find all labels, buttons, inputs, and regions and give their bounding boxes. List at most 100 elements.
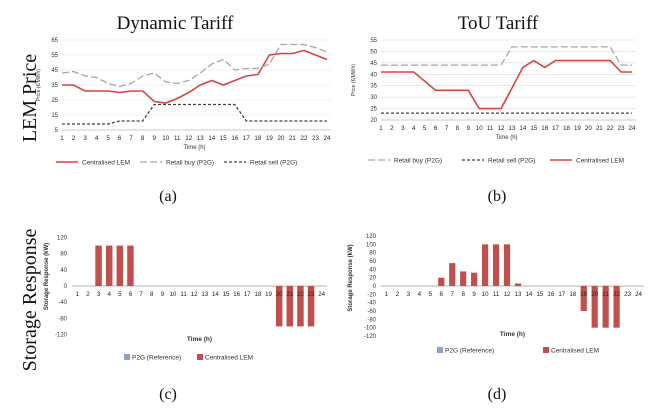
bar <box>127 245 134 286</box>
x-tick-label: 5 <box>106 135 110 142</box>
x-tick-label: 15 <box>530 125 537 132</box>
x-tick-label: 15 <box>223 291 230 298</box>
y-tick-label: 35 <box>370 84 377 90</box>
x-tick-label: 5 <box>429 291 433 298</box>
chart-d-caption: (d) <box>488 386 507 403</box>
x-tick-label: 11 <box>493 291 500 298</box>
legend-label-sell: Retail sell (P2G) <box>488 157 535 164</box>
x-tick-label: 17 <box>552 125 559 132</box>
legend-label-buy: Retail buy (P2G) <box>394 157 442 164</box>
bar <box>438 277 445 286</box>
x-tick-label: 14 <box>208 135 215 142</box>
y-tick-label: -120 <box>55 333 68 339</box>
x-tick-label: 12 <box>504 291 511 298</box>
x-axis-title: Time (h) <box>500 331 525 338</box>
x-tick-label: 22 <box>607 125 614 132</box>
x-tick-label: 1 <box>385 291 389 298</box>
y-tick-label: 55 <box>370 38 377 44</box>
x-tick-label: 24 <box>324 135 331 142</box>
x-tick-label: 16 <box>541 125 548 132</box>
x-tick-label: 17 <box>244 291 251 298</box>
x-tick-label: 13 <box>515 291 522 298</box>
x-tick-label: 7 <box>445 125 449 132</box>
series-line-buy <box>381 46 632 66</box>
x-tick-label: 23 <box>618 125 625 132</box>
x-tick-label: 19 <box>580 291 587 298</box>
legend-label-buy: Retail buy (P2G) <box>166 159 214 166</box>
x-tick-label: 22 <box>613 291 620 298</box>
x-tick-label: 21 <box>602 291 609 298</box>
bar <box>116 245 124 286</box>
bar <box>297 286 304 327</box>
y-tick-label: 15 <box>51 113 58 119</box>
x-tick-label: 13 <box>201 291 208 298</box>
x-tick-label: 10 <box>476 125 483 132</box>
x-tick-label: 3 <box>97 291 101 298</box>
x-axis-title: Time (h) <box>187 336 212 343</box>
x-tick-label: 3 <box>83 135 87 142</box>
row-label-storage-response: Storage Response <box>19 229 41 372</box>
chart-a-title: Dynamic Tariff <box>117 13 234 34</box>
x-tick-label: 22 <box>301 135 308 142</box>
legend-swatch-bar <box>543 347 549 353</box>
y-tick-label: 40 <box>60 268 67 274</box>
x-tick-label: 16 <box>233 291 240 298</box>
x-tick-label: 9 <box>467 125 471 132</box>
x-tick-label: 10 <box>482 291 489 298</box>
x-tick-label: 4 <box>418 291 422 298</box>
x-tick-label: 24 <box>635 291 642 298</box>
series-line-lem <box>381 59 632 110</box>
x-tick-label: 15 <box>220 135 227 142</box>
x-tick-label: 19 <box>265 291 272 298</box>
bar <box>503 244 511 286</box>
x-tick-label: 12 <box>185 135 192 142</box>
legend-label-bar: Centralised LEM <box>551 347 599 354</box>
x-axis-title: Time (h) <box>183 145 205 151</box>
bar <box>613 286 620 328</box>
x-tick-label: 11 <box>180 291 187 298</box>
x-tick-label: 2 <box>396 291 400 298</box>
x-tick-label: 6 <box>440 291 444 298</box>
y-tick-label: 45 <box>51 68 58 74</box>
x-tick-label: 23 <box>312 135 319 142</box>
x-tick-label: 4 <box>107 291 111 298</box>
y-tick-label: -80 <box>58 316 67 322</box>
x-tick-label: 11 <box>174 135 181 142</box>
bar <box>460 271 467 286</box>
x-tick-label: 14 <box>212 291 219 298</box>
y-axis-title: Storage Response (kW) <box>348 244 354 311</box>
legend-label-p2g: P2G (Reference) <box>132 354 181 361</box>
bar <box>471 272 478 286</box>
x-tick-label: 12 <box>191 291 198 298</box>
legend-swatch-bar <box>197 354 203 360</box>
x-tick-label: 6 <box>118 135 122 142</box>
chart-b-caption: (b) <box>488 188 507 205</box>
y-tick-label: 35 <box>51 83 58 89</box>
x-tick-label: 10 <box>169 291 176 298</box>
y-tick-label: 40 <box>370 72 377 78</box>
y-tick-label: 120 <box>366 234 377 240</box>
legend-label-sell: Retail sell (P2G) <box>250 159 297 166</box>
y-tick-label: 120 <box>57 236 68 242</box>
series-line-lem <box>62 49 328 104</box>
x-tick-label: 21 <box>286 291 293 298</box>
y-tick-label: 30 <box>370 95 377 101</box>
x-tick-label: 16 <box>231 135 238 142</box>
x-tick-label: 18 <box>254 291 261 298</box>
x-tick-label: 8 <box>456 125 460 132</box>
bar <box>580 286 587 311</box>
x-tick-label: 15 <box>536 291 543 298</box>
y-tick-label: 25 <box>370 107 377 113</box>
y-tick-label: 20 <box>369 276 376 282</box>
x-tick-label: 6 <box>129 291 133 298</box>
y-tick-label: -40 <box>367 301 376 307</box>
x-tick-label: 9 <box>161 291 165 298</box>
x-tick-label: 7 <box>451 291 455 298</box>
x-tick-label: 4 <box>412 125 416 132</box>
x-tick-label: 24 <box>318 291 325 298</box>
y-tick-label: 50 <box>370 49 377 55</box>
x-tick-label: 11 <box>487 125 494 132</box>
